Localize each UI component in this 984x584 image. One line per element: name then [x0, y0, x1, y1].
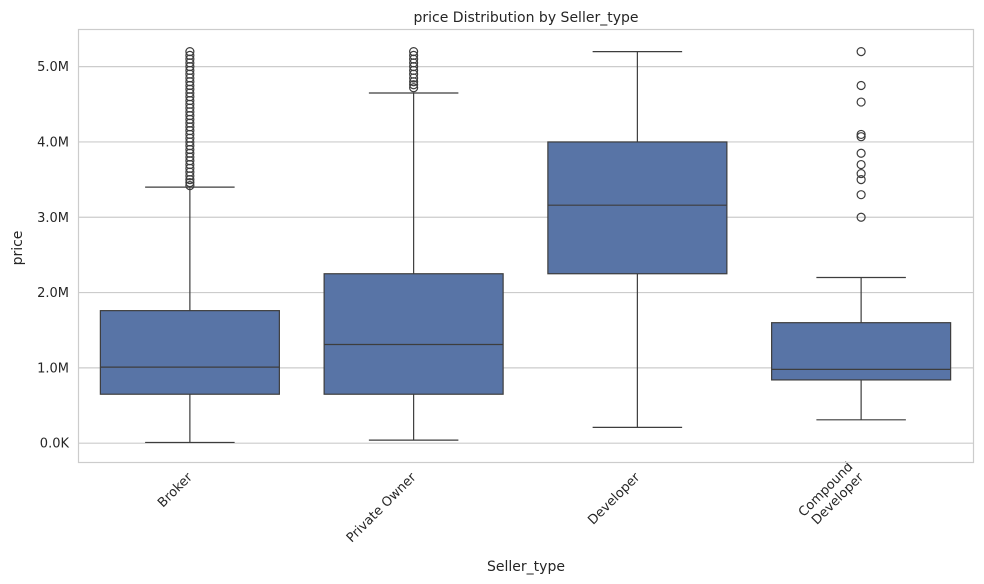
outlier-point [856, 159, 866, 170]
outlier-point [856, 80, 866, 91]
outlier-point [856, 212, 866, 222]
y-tick-label: 5.0M [37, 60, 69, 75]
y-tick-label: 1.0M [37, 361, 69, 376]
y-tick-label: 0.0K [40, 437, 70, 452]
x-axis-title: Seller_type [487, 559, 565, 575]
outlier-point [856, 175, 866, 185]
outlier-point [409, 80, 419, 90]
outlier-point [185, 50, 195, 60]
plot-frame [77, 28, 975, 464]
outlier-point [856, 97, 866, 107]
box-group [99, 46, 280, 444]
outlier-point [856, 129, 866, 140]
outlier-point [185, 181, 195, 191]
y-axis-ticks: 0.0K 1.0M 2.0M 3.0M 4.0M 5.0M [37, 60, 69, 452]
box-group [547, 50, 728, 428]
outlier-point [409, 83, 419, 93]
outlier-point [185, 46, 195, 57]
box-group [323, 46, 504, 441]
box-iqr [771, 322, 952, 381]
boxes [99, 46, 952, 444]
box-iqr [547, 141, 728, 275]
box-group [771, 46, 952, 421]
outlier-point [409, 50, 419, 60]
y-tick-label: 2.0M [37, 286, 69, 301]
box-iqr [323, 273, 504, 395]
y-tick-label: 4.0M [37, 135, 69, 150]
outlier-point [856, 46, 866, 57]
outlier-point [856, 168, 866, 179]
y-tick-label: 3.0M [37, 211, 69, 226]
outlier-point [856, 148, 866, 158]
y-axis-title: price [10, 231, 26, 266]
box-iqr [99, 310, 280, 395]
outlier-point [856, 190, 866, 200]
chart-title: price Distribution by Seller_type [414, 10, 639, 26]
outlier-point [185, 178, 195, 188]
outlier-point [409, 46, 419, 57]
